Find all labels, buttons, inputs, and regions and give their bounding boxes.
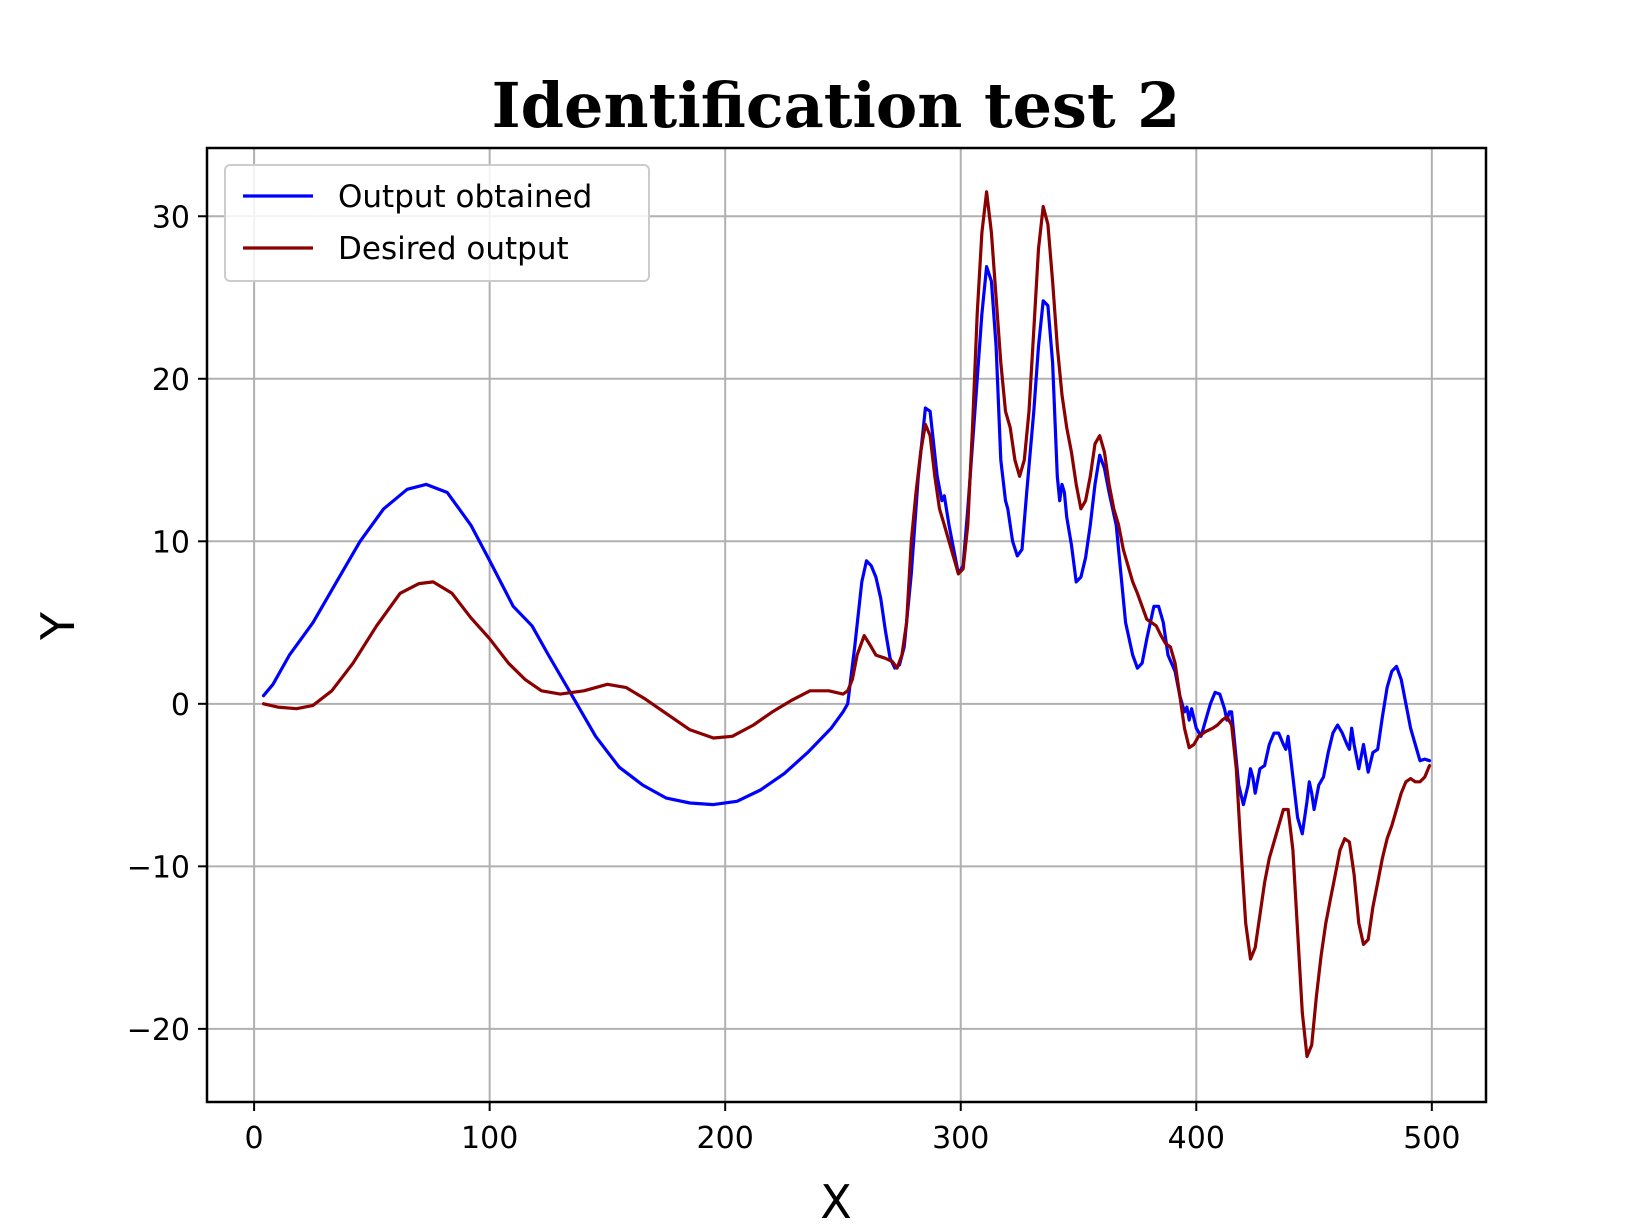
x-tick-label: 200 — [697, 1121, 754, 1156]
grid-lines — [207, 148, 1486, 1102]
x-axis-label: X — [820, 1175, 852, 1228]
legend-box — [224, 164, 650, 282]
axis-ticks: 0 100 200 300 400 500 −20 −10 0 10 20 30 — [127, 200, 1461, 1156]
plot-frame — [205, 146, 1488, 1104]
legend-label: Output obtained — [338, 179, 592, 215]
legend-label: Desired output — [338, 231, 569, 267]
x-tick-label: 0 — [245, 1121, 264, 1156]
x-tick-label: 100 — [461, 1121, 518, 1156]
series-lines — [261, 190, 1432, 1059]
y-tick-label: 20 — [152, 363, 190, 398]
x-tick-label: 500 — [1403, 1121, 1460, 1156]
y-axis-label: Y — [31, 611, 85, 641]
y-tick-label: −10 — [127, 850, 190, 885]
legend: Output obtained Desired output — [224, 164, 650, 282]
y-tick-label: 10 — [152, 525, 190, 560]
x-tick-label: 300 — [932, 1121, 989, 1156]
series-line-output-obtained — [261, 265, 1432, 836]
y-tick-label: 0 — [171, 688, 190, 723]
chart-title: Identification test 2 — [492, 69, 1181, 142]
x-tick-label: 400 — [1168, 1121, 1225, 1156]
series-line-desired-output — [261, 190, 1432, 1059]
y-tick-label: −20 — [127, 1013, 190, 1048]
y-tick-label: 30 — [152, 200, 190, 235]
